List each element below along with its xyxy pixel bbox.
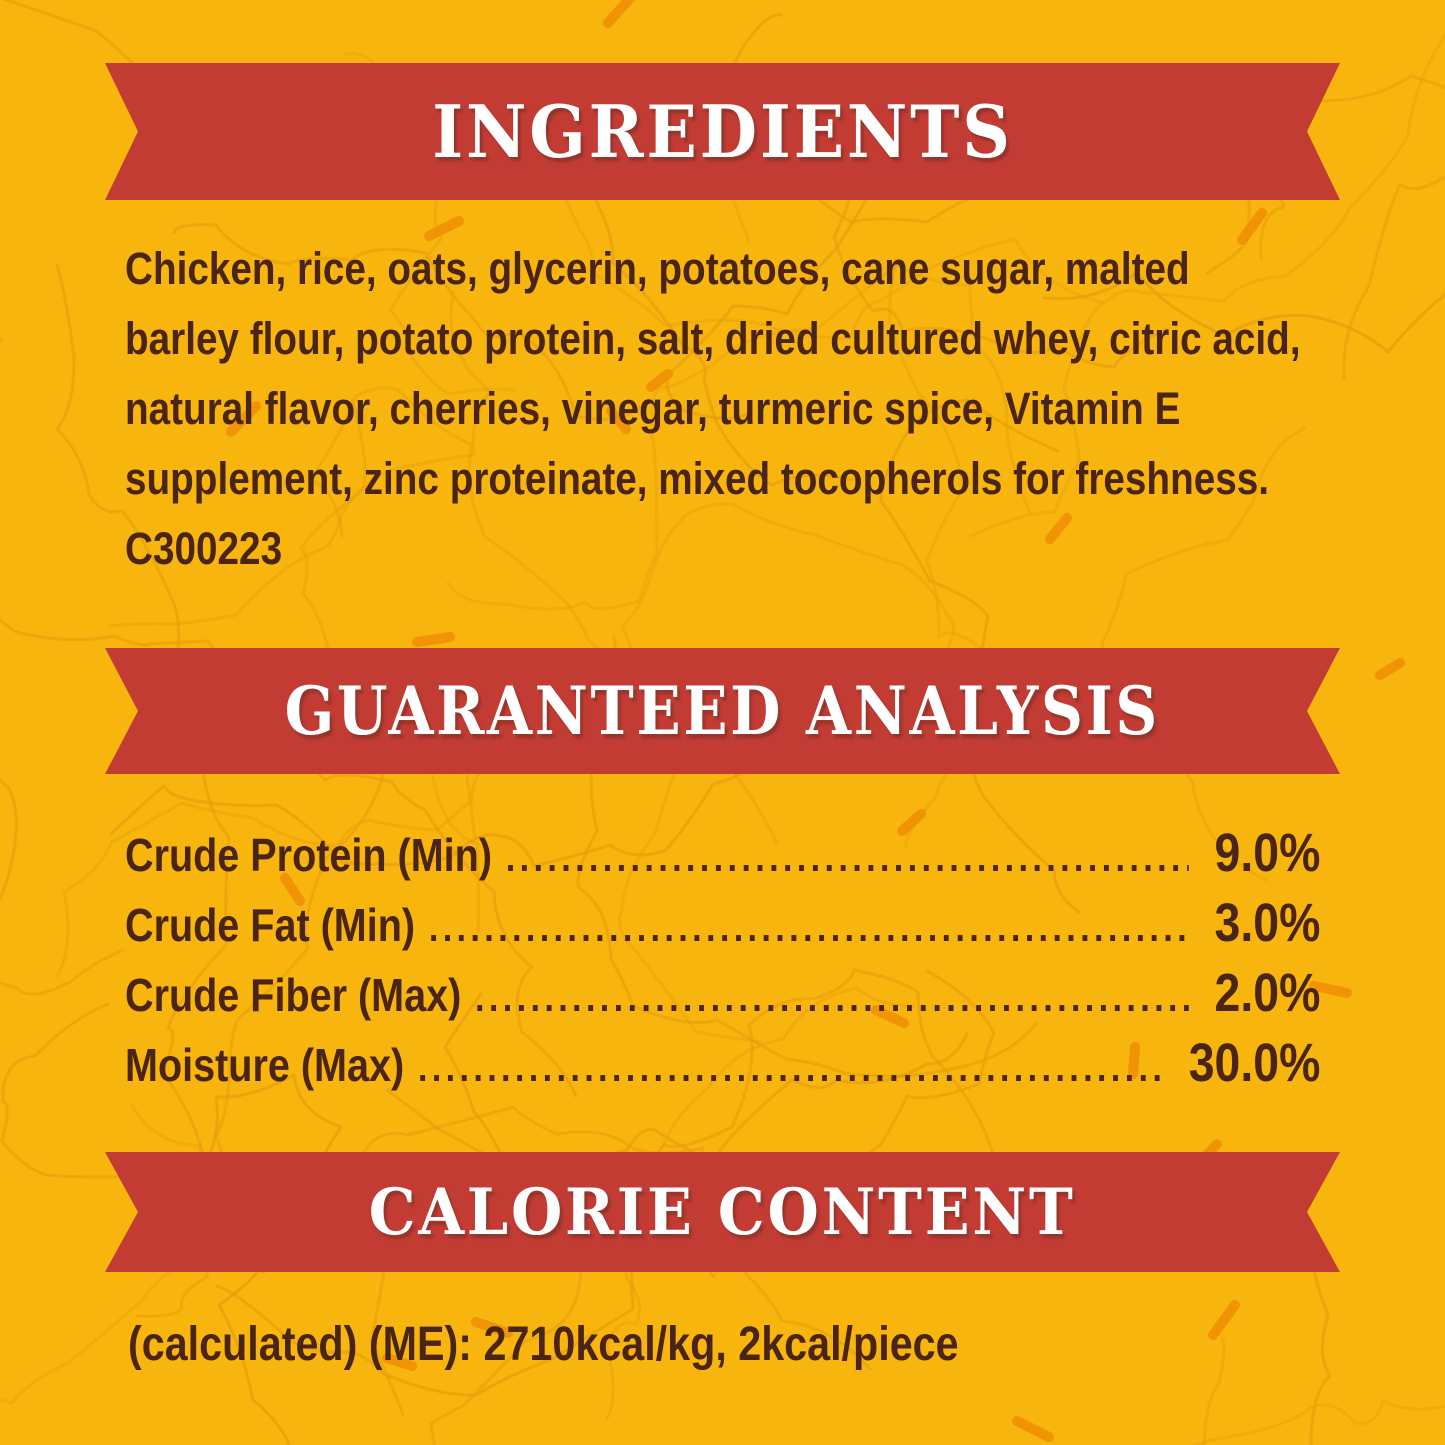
analysis-row-label: Crude Fat (Min) bbox=[125, 899, 416, 951]
calorie-content-banner-title: CALORIE CONTENT bbox=[369, 1174, 1076, 1250]
analysis-row-label: Moisture (Max) bbox=[125, 1039, 405, 1091]
analysis-row: Moisture (Max)..........................… bbox=[125, 1032, 1320, 1102]
analysis-row: Crude Fat (Min).........................… bbox=[125, 892, 1320, 962]
analysis-row-label: Crude Protein (Min) bbox=[125, 829, 493, 881]
dot-leader: ........................................… bbox=[475, 976, 1189, 1020]
analysis-row-value: 30.0% bbox=[1188, 1033, 1321, 1093]
analysis-row-value: 2.0% bbox=[1214, 963, 1321, 1023]
analysis-row: Crude Fiber (Max).......................… bbox=[125, 962, 1320, 1032]
calorie-content-banner: CALORIE CONTENT bbox=[105, 1152, 1340, 1272]
dot-leader: ........................................… bbox=[505, 836, 1189, 880]
dot-leader: ........................................… bbox=[428, 906, 1189, 950]
analysis-row-value: 9.0% bbox=[1214, 823, 1321, 883]
analysis-row: Crude Protein (Min).....................… bbox=[125, 822, 1320, 892]
ingredients-banner: INGREDIENTS bbox=[105, 63, 1340, 200]
analysis-rows: Crude Protein (Min).....................… bbox=[125, 822, 1320, 1102]
analysis-row-value: 3.0% bbox=[1214, 893, 1321, 953]
ingredients-banner-title: INGREDIENTS bbox=[432, 89, 1013, 174]
dot-leader: ........................................… bbox=[417, 1046, 1163, 1090]
analysis-row-label: Crude Fiber (Max) bbox=[125, 969, 462, 1021]
guaranteed-analysis-banner: GUARANTEED ANALYSIS bbox=[105, 648, 1340, 774]
ingredients-text: Chicken, rice, oats, glycerin, potatoes,… bbox=[125, 243, 1301, 574]
guaranteed-analysis-banner-title: GUARANTEED ANALYSIS bbox=[284, 672, 1161, 750]
calorie-content-text: (calculated) (ME): 2710kcal/kg, 2kcal/pi… bbox=[128, 1318, 959, 1371]
